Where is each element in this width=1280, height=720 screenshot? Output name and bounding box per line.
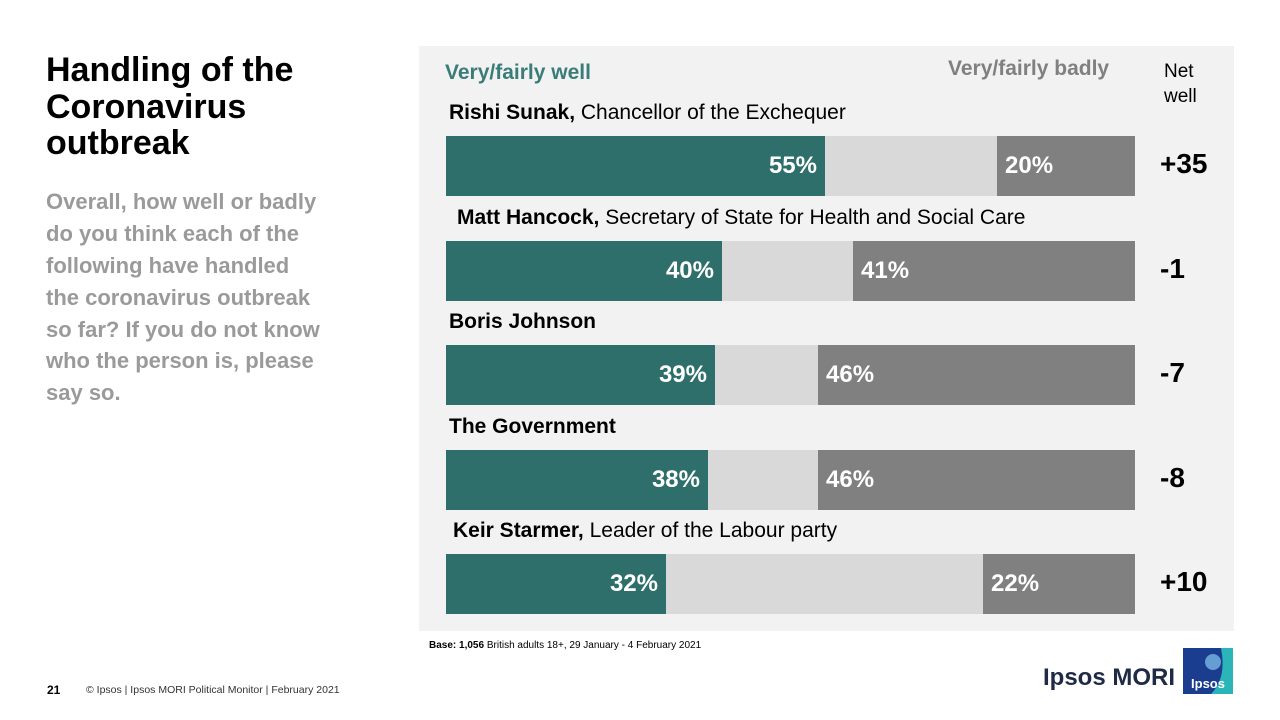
bar-well	[446, 241, 722, 301]
data-label-well: 40%	[665, 257, 714, 284]
row-label-name: Keir Starmer,	[453, 519, 584, 542]
bar-badly	[818, 450, 1135, 510]
row-label: The Government	[449, 415, 616, 439]
survey-question: Overall, how well or badly do you think …	[46, 189, 320, 406]
ipsos-logo: Ipsos	[1183, 648, 1233, 694]
net-well-value: -1	[1160, 253, 1185, 284]
bar-well	[446, 345, 715, 405]
bar-badly	[818, 345, 1135, 405]
brand-name: Ipsos MORI	[1043, 664, 1176, 691]
data-label-badly: 46%	[826, 466, 875, 493]
bar-badly	[983, 554, 1135, 614]
bar-badly	[997, 136, 1135, 196]
bar-dont-know	[722, 241, 853, 301]
legend-badly: Very/fairly badly	[948, 57, 1110, 80]
page-number: 21	[47, 683, 61, 697]
base-note: Base: 1,056 British adults 18+, 29 Janua…	[429, 640, 702, 651]
row-label-name: The Government	[449, 415, 616, 438]
net-well-value: +35	[1160, 148, 1208, 179]
chart-panel	[419, 46, 1234, 631]
row-label-name: Rishi Sunak,	[449, 101, 576, 124]
net-well-value: -8	[1160, 462, 1185, 493]
bar-well	[446, 136, 825, 196]
bar-well	[446, 554, 666, 614]
row-label: Boris Johnson	[449, 310, 596, 334]
data-label-badly: 20%	[1005, 152, 1054, 179]
bar-dont-know	[708, 450, 818, 510]
bar-dont-know	[715, 345, 818, 405]
row-label-role: Chancellor of the Exchequer	[575, 101, 846, 124]
data-label-badly: 41%	[861, 257, 910, 284]
logo-text: Ipsos	[1191, 676, 1225, 691]
net-well-value: -7	[1160, 357, 1185, 388]
net-well-header: Net well	[1164, 61, 1197, 107]
data-label-badly: 46%	[826, 361, 875, 388]
row-label-role: Leader of the Labour party	[583, 519, 838, 542]
data-label-badly: 22%	[991, 570, 1040, 597]
bar-dont-know	[825, 136, 997, 196]
legend-well: Very/fairly well	[445, 61, 591, 84]
data-label-well: 39%	[658, 361, 707, 388]
bar-dont-know	[666, 554, 983, 614]
row-label: Keir Starmer, Leader of the Labour party	[453, 519, 837, 543]
row-label-name: Matt Hancock,	[457, 206, 600, 229]
data-label-well: 55%	[768, 152, 817, 179]
row-label: Matt Hancock, Secretary of State for Hea…	[457, 206, 1025, 230]
row-label: Rishi Sunak, Chancellor of the Exchequer	[449, 101, 846, 125]
bar-badly	[853, 241, 1135, 301]
data-label-well: 38%	[651, 466, 700, 493]
bar-well	[446, 450, 708, 510]
net-well-value: +10	[1160, 566, 1208, 597]
row-label-role: Secretary of State for Health and Social…	[599, 206, 1026, 229]
page-title: Handling of the Coronavirus outbreak	[46, 51, 294, 163]
row-label-name: Boris Johnson	[449, 310, 597, 333]
footer-text: © Ipsos | Ipsos MORI Political Monitor |…	[86, 684, 340, 696]
data-label-well: 32%	[609, 570, 658, 597]
